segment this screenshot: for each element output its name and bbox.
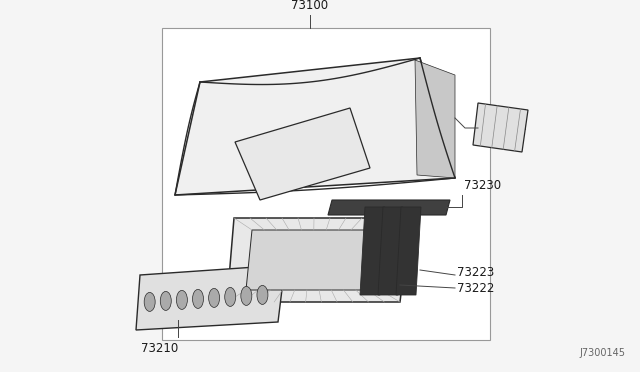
Polygon shape (415, 60, 455, 178)
Polygon shape (235, 108, 370, 200)
Polygon shape (396, 207, 421, 295)
Ellipse shape (241, 286, 252, 305)
Text: 73100: 73100 (291, 0, 328, 12)
Text: 73222: 73222 (457, 282, 494, 295)
Text: J7300145: J7300145 (579, 348, 625, 358)
Ellipse shape (257, 285, 268, 304)
Polygon shape (246, 230, 388, 290)
Bar (162, 28, 490, 340)
Ellipse shape (160, 291, 172, 310)
Polygon shape (360, 207, 385, 295)
Polygon shape (378, 207, 403, 295)
Polygon shape (136, 265, 285, 330)
Text: 76032N: 76032N (481, 119, 527, 132)
Ellipse shape (209, 288, 220, 307)
Polygon shape (473, 103, 528, 152)
Polygon shape (328, 200, 450, 215)
Polygon shape (175, 58, 455, 195)
Ellipse shape (144, 292, 155, 311)
Text: 73210: 73210 (141, 342, 179, 355)
Ellipse shape (225, 288, 236, 307)
Ellipse shape (177, 291, 188, 310)
Ellipse shape (193, 289, 204, 308)
Polygon shape (227, 218, 410, 302)
Text: 73230: 73230 (464, 179, 501, 192)
Text: 73223: 73223 (457, 266, 494, 279)
